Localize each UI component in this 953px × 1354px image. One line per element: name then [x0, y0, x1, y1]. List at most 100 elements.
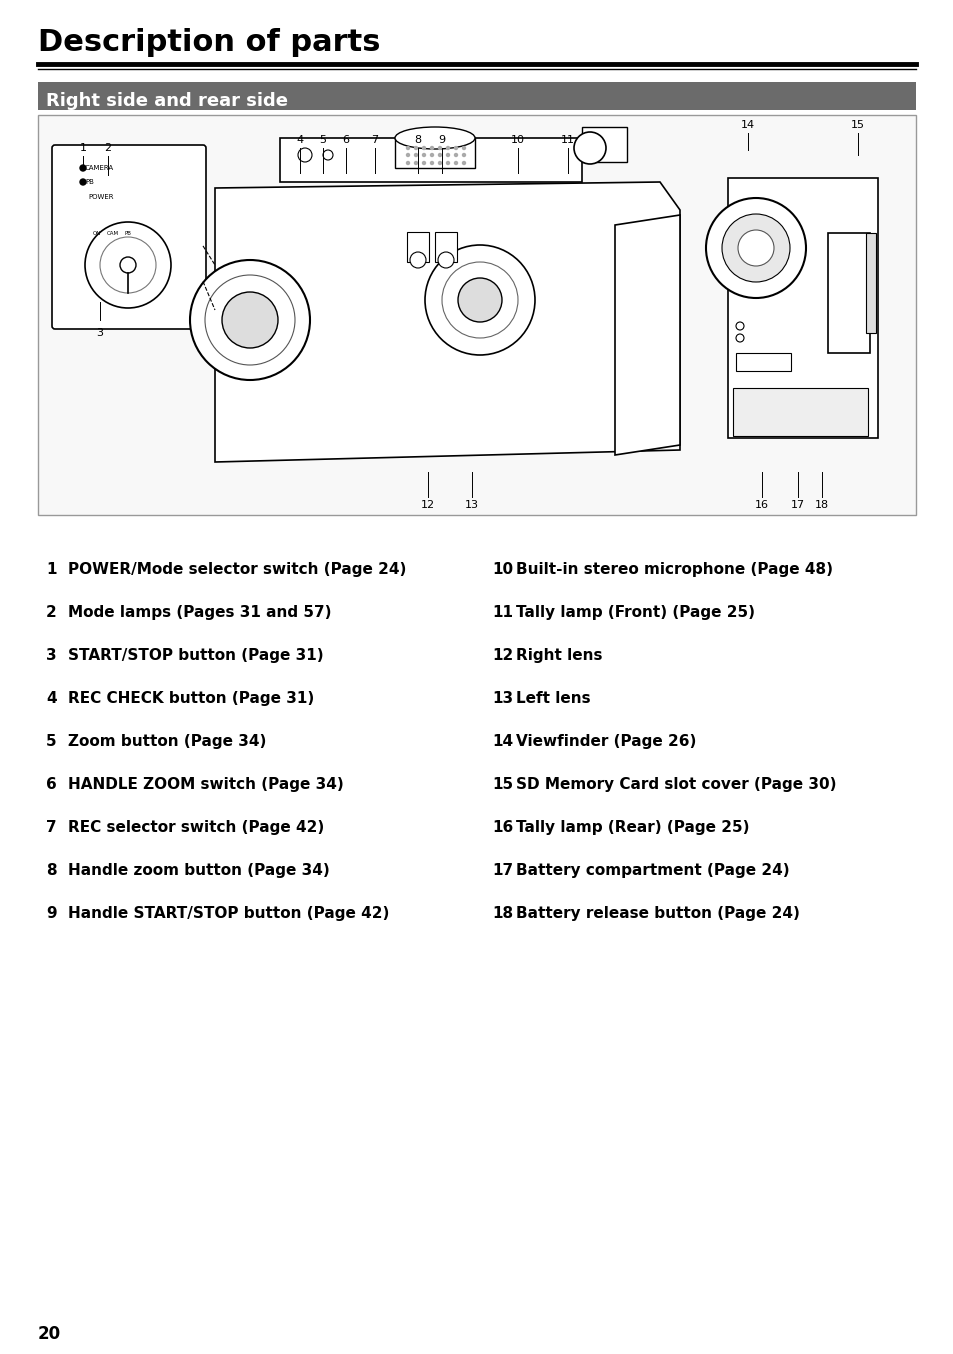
Circle shape [735, 334, 743, 343]
Circle shape [422, 161, 425, 164]
Circle shape [406, 146, 409, 149]
Bar [38, 115, 915, 515]
Text: 14: 14 [740, 121, 754, 130]
Text: 11: 11 [560, 135, 575, 145]
Polygon shape [214, 181, 679, 462]
Circle shape [422, 153, 425, 157]
Text: 8: 8 [414, 135, 421, 145]
Circle shape [462, 161, 465, 164]
Text: Battery compartment (Page 24): Battery compartment (Page 24) [516, 862, 789, 877]
Circle shape [414, 161, 417, 164]
Text: 12: 12 [420, 500, 435, 510]
Circle shape [323, 150, 333, 160]
Circle shape [414, 153, 417, 157]
Text: 10: 10 [511, 135, 524, 145]
Text: 17: 17 [492, 862, 513, 877]
Bar [732, 389, 867, 436]
Text: CAMERA: CAMERA [85, 165, 114, 171]
Circle shape [297, 148, 312, 162]
Text: 11: 11 [492, 605, 513, 620]
Text: Built-in stereo microphone (Page 48): Built-in stereo microphone (Page 48) [516, 562, 832, 577]
Circle shape [414, 146, 417, 149]
Text: 18: 18 [492, 906, 513, 921]
Text: 3: 3 [96, 328, 103, 338]
Text: Handle zoom button (Page 34): Handle zoom button (Page 34) [68, 862, 330, 877]
Ellipse shape [395, 127, 475, 149]
Text: Tally lamp (Rear) (Page 25): Tally lamp (Rear) (Page 25) [516, 821, 749, 835]
Circle shape [574, 131, 605, 164]
Text: Left lens: Left lens [516, 691, 590, 705]
Circle shape [462, 153, 465, 157]
Text: Battery release button (Page 24): Battery release button (Page 24) [516, 906, 799, 921]
FancyBboxPatch shape [52, 145, 206, 329]
Text: POWER/Mode selector switch (Page 24): POWER/Mode selector switch (Page 24) [68, 562, 406, 577]
Text: CAM: CAM [107, 232, 119, 236]
Circle shape [410, 252, 426, 268]
Circle shape [190, 260, 310, 380]
Circle shape [120, 257, 136, 274]
Text: 13: 13 [492, 691, 513, 705]
Circle shape [437, 252, 454, 268]
Text: 7: 7 [46, 821, 56, 835]
Text: 4: 4 [46, 691, 56, 705]
Circle shape [441, 263, 517, 338]
Text: 1: 1 [46, 562, 56, 577]
Text: 12: 12 [492, 649, 513, 663]
Text: 3: 3 [46, 649, 56, 663]
Text: 18: 18 [814, 500, 828, 510]
Text: 4: 4 [296, 135, 303, 145]
Circle shape [430, 153, 433, 157]
Text: 17: 17 [790, 500, 804, 510]
Circle shape [721, 214, 789, 282]
Bar [38, 83, 915, 110]
Text: Right side and rear side: Right side and rear side [46, 92, 288, 110]
Text: START/STOP button (Page 31): START/STOP button (Page 31) [68, 649, 323, 663]
Circle shape [424, 245, 535, 355]
Text: 20: 20 [38, 1326, 61, 1343]
Circle shape [738, 230, 773, 265]
Text: 16: 16 [492, 821, 513, 835]
Circle shape [430, 161, 433, 164]
Circle shape [446, 153, 449, 157]
Text: SD Memory Card slot cover (Page 30): SD Memory Card slot cover (Page 30) [516, 777, 836, 792]
Circle shape [438, 153, 441, 157]
Text: POWER: POWER [88, 194, 113, 200]
Text: 5: 5 [46, 734, 56, 749]
Circle shape [406, 153, 409, 157]
Circle shape [446, 146, 449, 149]
Circle shape [406, 161, 409, 164]
Bar [407, 232, 429, 263]
Bar [395, 138, 475, 168]
Circle shape [205, 275, 294, 366]
Circle shape [438, 146, 441, 149]
Text: PB: PB [85, 179, 93, 185]
Text: Handle START/STOP button (Page 42): Handle START/STOP button (Page 42) [68, 906, 389, 921]
Text: 5: 5 [319, 135, 326, 145]
Text: 1: 1 [79, 144, 87, 153]
Text: Right lens: Right lens [516, 649, 602, 663]
Bar [735, 353, 790, 371]
Circle shape [735, 322, 743, 330]
Text: 7: 7 [371, 135, 378, 145]
Circle shape [85, 222, 171, 307]
Text: Viewfinder (Page 26): Viewfinder (Page 26) [516, 734, 696, 749]
Text: REC selector switch (Page 42): REC selector switch (Page 42) [68, 821, 324, 835]
Text: Tally lamp (Front) (Page 25): Tally lamp (Front) (Page 25) [516, 605, 754, 620]
Polygon shape [280, 138, 581, 181]
Circle shape [446, 161, 449, 164]
Polygon shape [615, 215, 679, 455]
Text: Mode lamps (Pages 31 and 57): Mode lamps (Pages 31 and 57) [68, 605, 331, 620]
Text: 15: 15 [850, 121, 864, 130]
Bar [581, 127, 626, 162]
Circle shape [454, 146, 457, 149]
Text: 15: 15 [492, 777, 513, 792]
Text: 9: 9 [438, 135, 445, 145]
Circle shape [705, 198, 805, 298]
Text: 9: 9 [46, 906, 56, 921]
Text: 6: 6 [46, 777, 56, 792]
Text: ON: ON [92, 232, 101, 236]
Text: 16: 16 [754, 500, 768, 510]
Bar [435, 232, 456, 263]
Circle shape [80, 179, 86, 185]
Text: 2: 2 [104, 144, 112, 153]
